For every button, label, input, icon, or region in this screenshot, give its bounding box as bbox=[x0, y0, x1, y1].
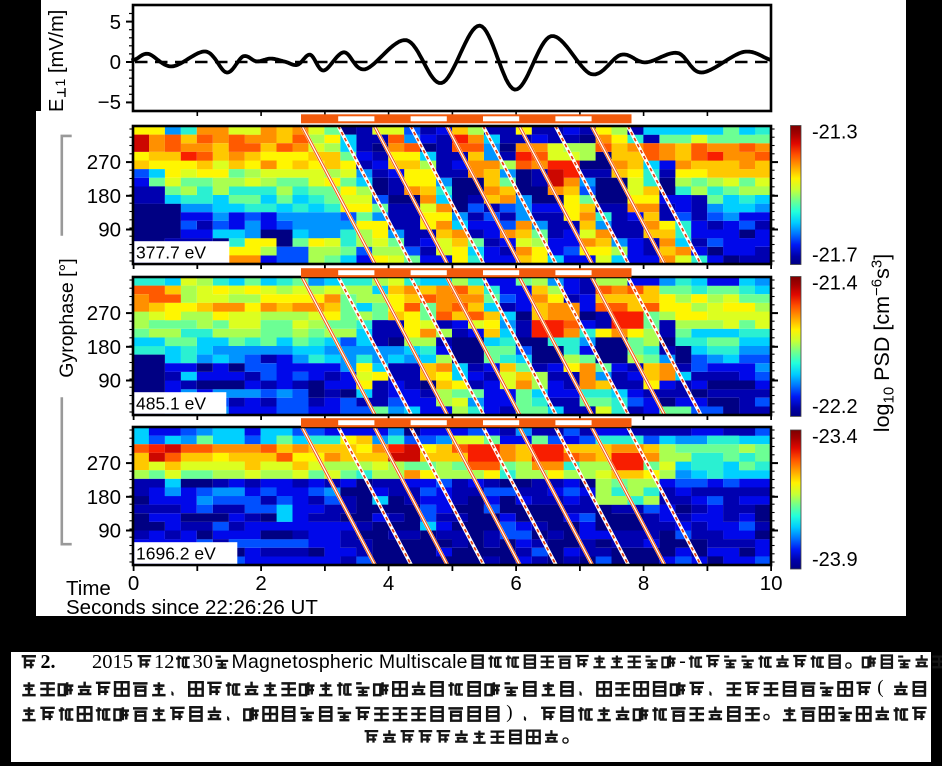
svg-text:-21.3: -21.3 bbox=[812, 122, 858, 144]
svg-text:−5: −5 bbox=[98, 91, 121, 114]
svg-text:1696.2 eV: 1696.2 eV bbox=[136, 544, 216, 564]
svg-text:180: 180 bbox=[87, 336, 121, 359]
svg-text:-21.7: -21.7 bbox=[812, 244, 858, 266]
svg-text:377.7 eV: 377.7 eV bbox=[136, 243, 206, 263]
svg-text:-: - bbox=[679, 651, 686, 672]
svg-text:Magnetospheric Multiscale: Magnetospheric Multiscale bbox=[232, 651, 468, 673]
svg-text:0: 0 bbox=[110, 51, 121, 74]
svg-text:): ) bbox=[506, 702, 512, 723]
svg-text:Time: Time bbox=[66, 577, 111, 600]
svg-text:270: 270 bbox=[87, 151, 121, 174]
svg-text:(: ( bbox=[877, 677, 883, 698]
svg-text:8: 8 bbox=[638, 572, 649, 595]
svg-text:4: 4 bbox=[383, 572, 394, 595]
svg-text:2.: 2. bbox=[41, 651, 56, 673]
svg-text:-23.9: -23.9 bbox=[812, 549, 858, 571]
svg-text:-22.2: -22.2 bbox=[812, 396, 858, 418]
svg-text:6: 6 bbox=[510, 572, 521, 595]
svg-text:2015: 2015 bbox=[92, 651, 133, 673]
svg-text:90: 90 bbox=[98, 520, 121, 543]
svg-text:270: 270 bbox=[87, 302, 121, 325]
svg-text:90: 90 bbox=[98, 219, 121, 242]
svg-text:Seconds since 22:26:26 UT: Seconds since 22:26:26 UT bbox=[66, 596, 318, 619]
svg-text:-23.4: -23.4 bbox=[812, 426, 858, 448]
svg-text:[mV/m]: [mV/m] bbox=[46, 10, 68, 73]
svg-text:2: 2 bbox=[255, 572, 266, 595]
svg-text:10: 10 bbox=[760, 572, 783, 595]
svg-text:0: 0 bbox=[128, 572, 139, 595]
svg-text:5: 5 bbox=[110, 11, 121, 34]
svg-text:30: 30 bbox=[193, 651, 214, 673]
svg-text:270: 270 bbox=[87, 452, 121, 475]
svg-text:1: 1 bbox=[52, 79, 68, 87]
svg-text:180: 180 bbox=[87, 486, 121, 509]
svg-text:E: E bbox=[46, 99, 68, 112]
svg-text:485.1 eV: 485.1 eV bbox=[136, 394, 206, 414]
svg-text:12: 12 bbox=[154, 651, 175, 673]
svg-text:180: 180 bbox=[87, 185, 121, 208]
svg-text:90: 90 bbox=[98, 370, 121, 393]
svg-text:Gyrophase [°]: Gyrophase [°] bbox=[56, 258, 78, 377]
svg-text:-21.4: -21.4 bbox=[812, 273, 858, 295]
